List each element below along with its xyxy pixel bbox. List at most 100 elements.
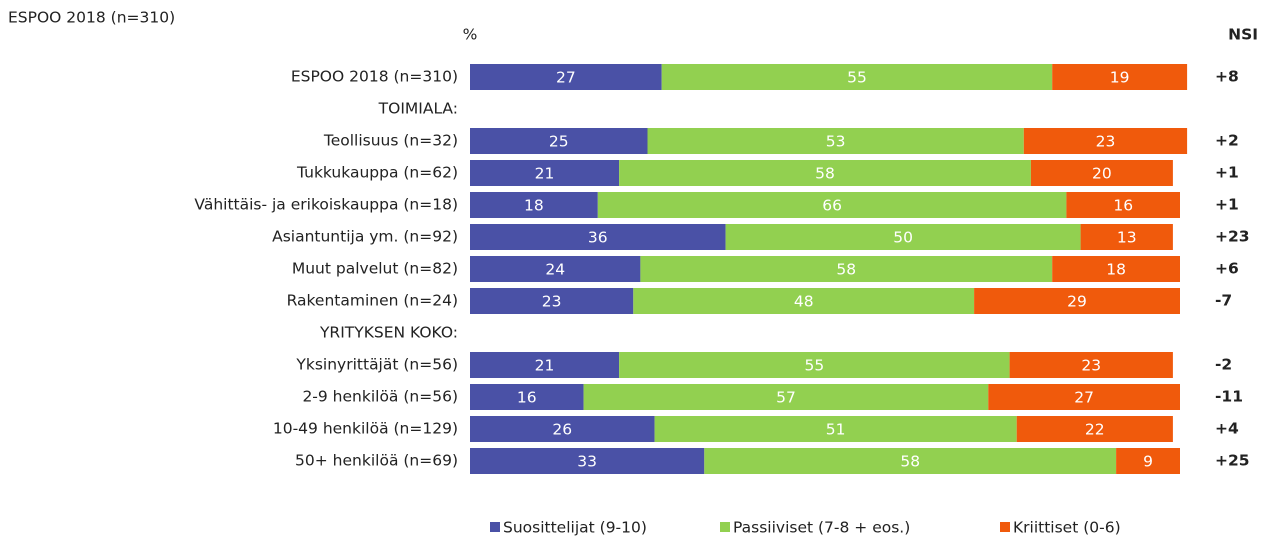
category-label: YRITYKSEN KOKO: <box>319 324 458 342</box>
bar-segment <box>1066 192 1180 218</box>
value-label: 50 <box>893 229 913 247</box>
value-label: 48 <box>794 293 814 311</box>
category-label: ESPOO 2018 (n=310) <box>291 68 458 86</box>
nsi-value: +1 <box>1215 164 1239 182</box>
bar-segment <box>1116 448 1180 474</box>
bar-segment <box>647 128 1024 154</box>
value-label: 23 <box>1096 133 1116 151</box>
bar-segment <box>470 192 598 218</box>
category-label: 50+ henkilöä (n=69) <box>295 452 458 470</box>
bar-segment <box>619 160 1031 186</box>
chart-title: ESPOO 2018 (n=310) <box>8 9 175 27</box>
bar-segment <box>640 256 1053 282</box>
bar-segment <box>1030 160 1173 186</box>
category-label: Yksinyrittäjät (n=56) <box>295 356 458 374</box>
category-label: 2-9 henkilöä (n=56) <box>302 388 458 406</box>
value-label: 19 <box>1110 69 1130 87</box>
category-label: Muut palvelut (n=82) <box>292 260 458 278</box>
category-label: Rakentaminen (n=24) <box>287 292 458 310</box>
value-label: 23 <box>1081 357 1101 375</box>
category-label: Teollisuus (n=32) <box>323 132 458 150</box>
bar-segment <box>661 64 1053 90</box>
bar-segment <box>1023 128 1188 154</box>
bar-segment <box>470 256 641 282</box>
value-label: 66 <box>822 197 842 215</box>
value-label: 53 <box>826 133 846 151</box>
bar-segment <box>470 224 726 250</box>
nsi-value: +1 <box>1215 196 1239 214</box>
nsi-value: +25 <box>1215 452 1250 470</box>
nsi-value: +4 <box>1215 420 1239 438</box>
bar-segment <box>654 416 1017 442</box>
category-label: Tukkukauppa (n=62) <box>296 164 458 182</box>
value-label: 27 <box>1074 389 1094 407</box>
value-label: 26 <box>552 421 572 439</box>
value-label: 25 <box>549 133 569 151</box>
nsi-value: +2 <box>1215 132 1239 150</box>
bar-segment <box>470 384 584 410</box>
value-label: 13 <box>1117 229 1137 247</box>
bar-segment <box>470 352 620 378</box>
bar-segment <box>974 288 1180 314</box>
bar-segment <box>583 384 989 410</box>
nsi-value: -7 <box>1215 292 1232 310</box>
category-label: TOIMIALA: <box>378 100 458 118</box>
bar-segment <box>1052 256 1180 282</box>
value-label: 36 <box>588 229 608 247</box>
value-label: 20 <box>1092 165 1112 183</box>
value-label: 16 <box>1113 197 1133 215</box>
category-label: 10-49 henkilöä (n=129) <box>273 420 458 438</box>
value-label: 21 <box>535 357 555 375</box>
value-label: 16 <box>517 389 537 407</box>
bar-segment <box>470 448 705 474</box>
bar-segment <box>470 288 634 314</box>
value-label: 18 <box>524 197 544 215</box>
value-label: 21 <box>535 165 555 183</box>
value-label: 58 <box>900 453 920 471</box>
legend-swatch <box>1000 522 1010 532</box>
bar-segment <box>704 448 1117 474</box>
bar-segment <box>725 224 1081 250</box>
value-label: 57 <box>776 389 796 407</box>
value-label: 18 <box>1106 261 1126 279</box>
bar-segment <box>1016 416 1173 442</box>
value-label: 55 <box>804 357 824 375</box>
nsi-value: +6 <box>1215 260 1239 278</box>
value-label: 9 <box>1143 453 1153 471</box>
bar-segment <box>1009 352 1173 378</box>
legend-label: Kriittiset (0-6) <box>1013 519 1121 537</box>
bar-segment <box>470 160 620 186</box>
value-label: 24 <box>545 261 565 279</box>
value-label: 58 <box>836 261 856 279</box>
nsi-value: +23 <box>1215 228 1250 246</box>
nsi-value: -2 <box>1215 356 1232 374</box>
nsi-value: +8 <box>1215 68 1239 86</box>
bar-segment <box>597 192 1067 218</box>
unit-label: % <box>463 26 478 44</box>
value-label: 33 <box>577 453 597 471</box>
legend-swatch <box>490 522 500 532</box>
bar-segment <box>619 352 1010 378</box>
bar-segment <box>470 64 662 90</box>
nsi-value: -11 <box>1215 388 1243 406</box>
value-label: 23 <box>542 293 562 311</box>
category-label: Vähittäis- ja erikoiskauppa (n=18) <box>194 196 458 214</box>
value-label: 27 <box>556 69 576 87</box>
value-label: 22 <box>1085 421 1105 439</box>
category-label: Asiantuntija ym. (n=92) <box>272 228 458 246</box>
value-label: 58 <box>815 165 835 183</box>
value-label: 29 <box>1067 293 1087 311</box>
bar-segment <box>1080 224 1173 250</box>
value-label: 55 <box>847 69 867 87</box>
bar-segment <box>470 416 655 442</box>
value-label: 51 <box>826 421 846 439</box>
legend-label: Suosittelijat (9-10) <box>503 519 647 537</box>
nsi-header: NSI <box>1228 26 1258 44</box>
bar-segment <box>988 384 1180 410</box>
legend-swatch <box>720 522 730 532</box>
bar-segment <box>1052 64 1188 90</box>
bar-segment <box>633 288 975 314</box>
bar-segment <box>470 128 648 154</box>
legend-label: Passiiviset (7-8 + eos.) <box>733 519 910 537</box>
